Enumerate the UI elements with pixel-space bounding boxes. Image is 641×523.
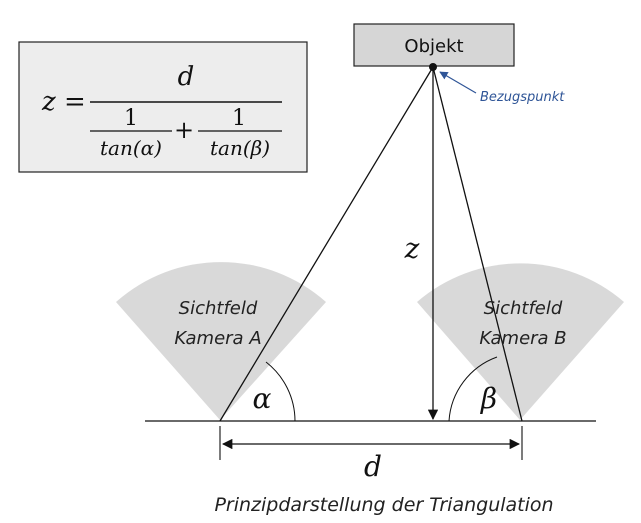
fov-camera-a (116, 262, 326, 420)
formula-box: z = d 1 tan(α) + 1 tan(β) (18, 41, 308, 173)
reference-point-label: Bezugspunkt (480, 90, 565, 105)
height-label: z (404, 232, 420, 265)
reference-pointer-arrow (439, 71, 477, 94)
formula-tan-alpha: tan(α) (100, 136, 162, 160)
camera-b-label-line1: Sichtfeld (484, 298, 563, 319)
camera-b-label-line2: Kamera B (479, 328, 566, 349)
fov-camera-b (417, 263, 624, 420)
angle-alpha-label: α (253, 382, 272, 415)
angle-arc-alpha (265, 361, 296, 422)
angle-beta-label: β (480, 382, 497, 415)
camera-a-label-line1: Sichtfeld (179, 298, 258, 319)
reference-point (429, 63, 437, 71)
formula-numerator: d (178, 62, 195, 92)
baseline-label: d (364, 450, 382, 483)
camera-a-label-line2: Kamera A (174, 328, 261, 349)
angle-arc-beta (448, 356, 498, 422)
formula-plus: + (174, 116, 194, 144)
formula-box-frame (18, 41, 308, 173)
sight-line-camera-a (219, 66, 434, 422)
sight-line-camera-b (432, 66, 523, 422)
formula-tan-beta: tan(β) (210, 136, 270, 160)
formula-left-one: 1 (124, 106, 138, 131)
formula-right-one: 1 (232, 106, 246, 131)
diagram-caption: Prinzipdarstellung der Triangulation (214, 494, 553, 516)
object-label: Objekt (404, 36, 463, 57)
formula-lhs: z = (41, 87, 86, 117)
